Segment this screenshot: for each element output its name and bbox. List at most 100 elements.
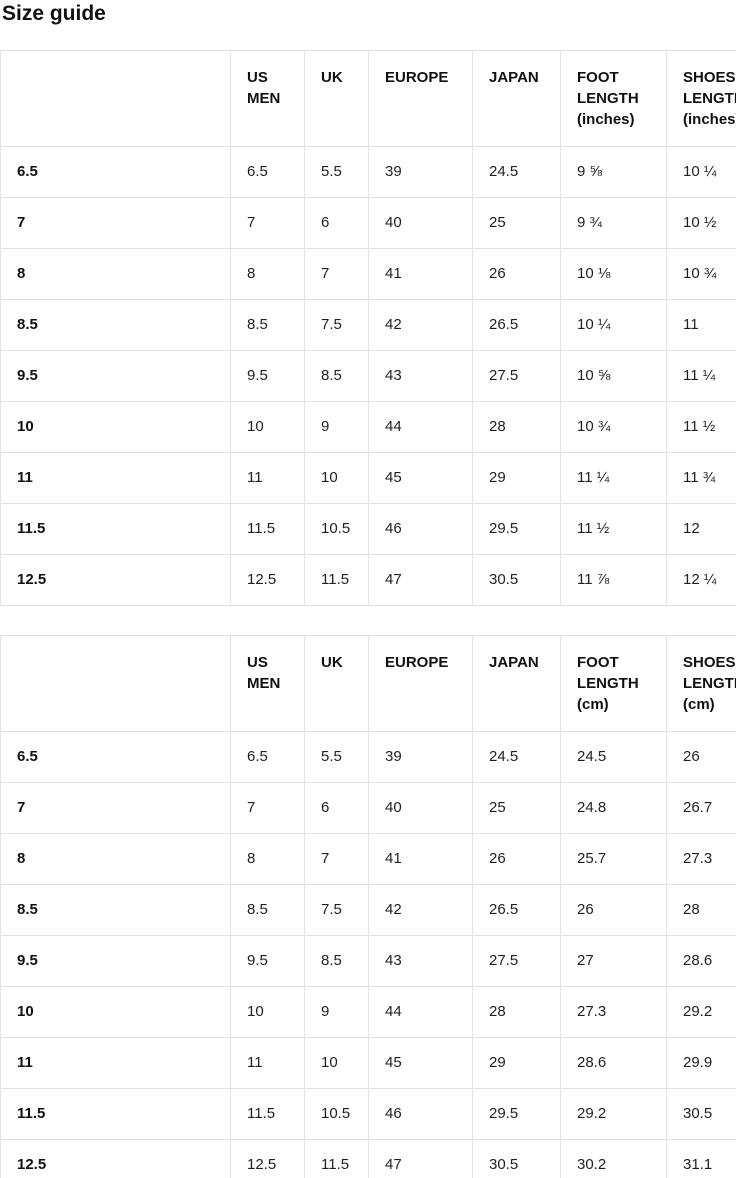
table-cell: 11 ¼	[560, 452, 667, 504]
row-label: 11.5	[0, 503, 231, 555]
table-cell: 29.2	[560, 1088, 667, 1140]
table-cell: 12.5	[230, 1139, 305, 1178]
table-cell: 43	[368, 350, 473, 402]
table-cell: 10.5	[304, 1088, 369, 1140]
row-label: 9.5	[0, 350, 231, 402]
table-cell: 11 ¾	[666, 452, 736, 504]
table-cell: 8	[230, 248, 305, 300]
table-cell: 7	[230, 782, 305, 834]
table-cell: 28	[472, 986, 561, 1038]
table-cell: 10	[304, 1037, 369, 1089]
table-cell: 7.5	[304, 884, 369, 936]
table-cell: 9 ¾	[560, 197, 667, 249]
table-cell: 10 ¼	[666, 146, 736, 198]
table-row: 8 8 7 41 26 25.7 27.3	[0, 833, 736, 885]
table-cell: 43	[368, 935, 473, 987]
table-row: 10 10 9 44 28 10 ¾ 11 ½	[0, 401, 736, 453]
table-cell: 11.5	[230, 1088, 305, 1140]
table-cell: 26.7	[666, 782, 736, 834]
table-cell: 9	[304, 401, 369, 453]
table-cell: 44	[368, 986, 473, 1038]
header-cell: EUROPE	[368, 50, 473, 147]
table-cell: 24.5	[472, 731, 561, 783]
table-cell: 7	[230, 197, 305, 249]
size-table-inches-wrap: US MEN UK EUROPE JAPAN FOOT LENGTH (inches) S…	[0, 50, 736, 606]
table-cell: 11 ⅞	[560, 554, 667, 606]
table-cell: 8.5	[304, 350, 369, 402]
table-cell: 9 ⅝	[560, 146, 667, 198]
row-label: 7	[0, 197, 231, 249]
table-cell: 9.5	[230, 350, 305, 402]
row-label: 9.5	[0, 935, 231, 987]
row-label: 6.5	[0, 146, 231, 198]
row-label: 7	[0, 782, 231, 834]
table-row: 12.5 12.5 11.5 47 30.5 11 ⅞ 12 ¼	[0, 554, 736, 606]
row-label: 8.5	[0, 299, 231, 351]
table-cell: 11.5	[304, 554, 369, 606]
table-cell: 25.7	[560, 833, 667, 885]
table-row: 12.5 12.5 11.5 47 30.5 30.2 31.1	[0, 1139, 736, 1178]
table-row: 11 11 10 45 29 28.6 29.9	[0, 1037, 736, 1089]
table-cell: 45	[368, 1037, 473, 1089]
table-cell: 30.5	[472, 1139, 561, 1178]
header-cell: FOOT LENGTH (inches)	[560, 50, 667, 147]
table-cell: 12 ¼	[666, 554, 736, 606]
table-cell: 11	[230, 452, 305, 504]
header-cell: SHOES LENGTH (cm)	[666, 635, 736, 732]
table-cell: 46	[368, 1088, 473, 1140]
table-cell: 31.1	[666, 1139, 736, 1178]
table-cell: 11 ½	[666, 401, 736, 453]
row-label: 8	[0, 248, 231, 300]
table-row: 7 7 6 40 25 9 ¾ 10 ½	[0, 197, 736, 249]
table-row: 10 10 9 44 28 27.3 29.2	[0, 986, 736, 1038]
row-label: 10	[0, 401, 231, 453]
table-cell: 11 ½	[560, 503, 667, 555]
table-cell: 26	[666, 731, 736, 783]
table-cell: 26	[472, 833, 561, 885]
table-cell: 24.5	[560, 731, 667, 783]
size-table-cm-wrap: US MEN UK EUROPE JAPAN FOOT LENGTH (cm) SHOES…	[0, 635, 736, 1178]
table-cell: 11.5	[304, 1139, 369, 1178]
table-cell: 6.5	[230, 146, 305, 198]
page-title: Size guide	[2, 2, 106, 25]
table-cell: 9.5	[230, 935, 305, 987]
table-cell: 10	[230, 986, 305, 1038]
header-cell: US MEN	[230, 50, 305, 147]
table-cell: 8.5	[230, 299, 305, 351]
row-label: 10	[0, 986, 231, 1038]
size-table-inches: US MEN UK EUROPE JAPAN FOOT LENGTH (inches) S…	[0, 50, 736, 606]
table-cell: 11	[230, 1037, 305, 1089]
table-cell: 10.5	[304, 503, 369, 555]
table-cell: 5.5	[304, 146, 369, 198]
table-cell: 11.5	[230, 503, 305, 555]
table-cell: 8.5	[304, 935, 369, 987]
table-row: 11.5 11.5 10.5 46 29.5 11 ½ 12	[0, 503, 736, 555]
table-row: 8 8 7 41 26 10 ⅛ 10 ¾	[0, 248, 736, 300]
table-cell: 41	[368, 833, 473, 885]
table-cell: 44	[368, 401, 473, 453]
table-cell: 8.5	[230, 884, 305, 936]
header-cell: UK	[304, 50, 369, 147]
table-row: 6.5 6.5 5.5 39 24.5 9 ⅝ 10 ¼	[0, 146, 736, 198]
table-cell: 42	[368, 299, 473, 351]
row-label: 11	[0, 452, 231, 504]
table-cell: 10	[304, 452, 369, 504]
table-cell: 28	[472, 401, 561, 453]
header-cell: US MEN	[230, 635, 305, 732]
table-cell: 29	[472, 452, 561, 504]
table-cell: 27.5	[472, 935, 561, 987]
table-cell: 6.5	[230, 731, 305, 783]
table-cell: 45	[368, 452, 473, 504]
table-cell: 29.5	[472, 503, 561, 555]
table-cell: 10 ½	[666, 197, 736, 249]
table-cell: 11	[666, 299, 736, 351]
table-row: 8.5 8.5 7.5 42 26.5 10 ¼ 11	[0, 299, 736, 351]
table-cell: 24.8	[560, 782, 667, 834]
table-cell: 29.2	[666, 986, 736, 1038]
table-cell: 39	[368, 146, 473, 198]
row-label: 6.5	[0, 731, 231, 783]
table-cell: 7	[304, 248, 369, 300]
table-cell: 12	[666, 503, 736, 555]
table-cell: 6	[304, 197, 369, 249]
row-label: 11.5	[0, 1088, 231, 1140]
